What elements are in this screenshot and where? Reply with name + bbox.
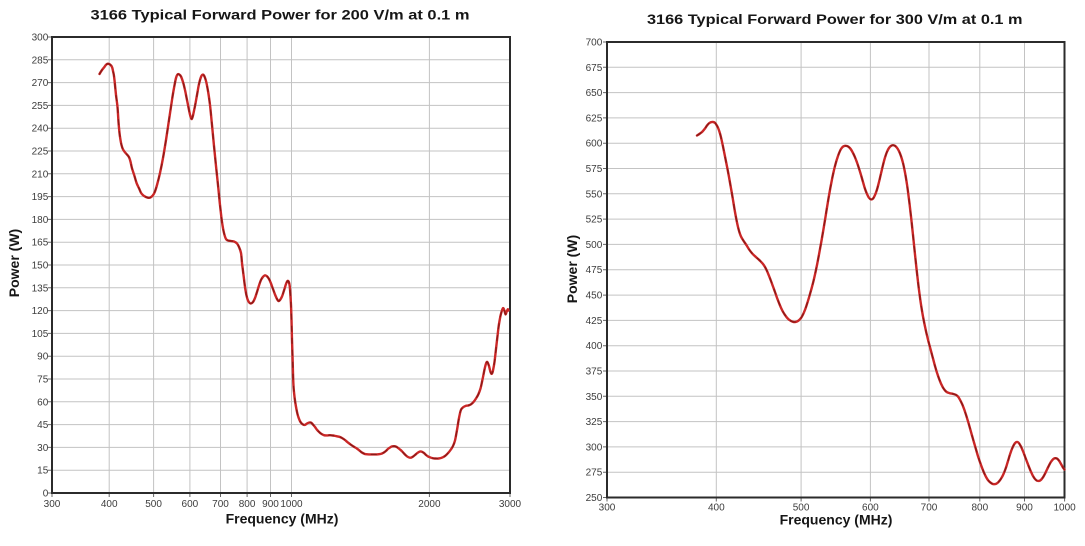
svg-text:1000: 1000 <box>1053 503 1076 514</box>
svg-text:425: 425 <box>586 316 603 327</box>
svg-text:3166 Typical Forward Power for: 3166 Typical Forward Power for 200 V/m a… <box>91 8 470 23</box>
svg-text:525: 525 <box>586 215 603 226</box>
svg-text:450: 450 <box>586 291 603 302</box>
svg-text:255: 255 <box>32 101 49 112</box>
svg-text:120: 120 <box>32 306 49 317</box>
svg-text:Power (W): Power (W) <box>6 229 22 297</box>
svg-text:3000: 3000 <box>499 499 522 510</box>
svg-text:650: 650 <box>586 88 603 99</box>
svg-text:195: 195 <box>32 192 49 203</box>
svg-text:600: 600 <box>586 139 603 150</box>
svg-text:15: 15 <box>37 466 49 477</box>
svg-text:2000: 2000 <box>418 499 441 510</box>
svg-text:475: 475 <box>586 265 603 276</box>
svg-text:625: 625 <box>586 113 603 124</box>
svg-text:45: 45 <box>37 420 49 431</box>
svg-text:800: 800 <box>239 499 256 510</box>
svg-text:700: 700 <box>921 503 938 514</box>
svg-text:350: 350 <box>586 392 603 403</box>
svg-text:900: 900 <box>262 499 279 510</box>
svg-text:575: 575 <box>586 164 603 175</box>
svg-text:675: 675 <box>586 63 603 74</box>
svg-text:240: 240 <box>32 124 49 135</box>
svg-text:300: 300 <box>32 33 49 44</box>
svg-text:210: 210 <box>32 169 49 180</box>
svg-text:300: 300 <box>599 503 616 514</box>
svg-text:275: 275 <box>586 468 603 479</box>
svg-text:400: 400 <box>586 341 603 352</box>
svg-text:90: 90 <box>37 352 49 363</box>
svg-text:250: 250 <box>586 493 603 504</box>
svg-text:225: 225 <box>32 147 49 158</box>
svg-text:0: 0 <box>43 489 49 500</box>
svg-text:300: 300 <box>586 442 603 453</box>
svg-text:700: 700 <box>586 38 603 49</box>
svg-text:600: 600 <box>182 499 199 510</box>
svg-text:Frequency (MHz): Frequency (MHz) <box>226 511 339 527</box>
svg-text:75: 75 <box>37 375 49 386</box>
svg-text:600: 600 <box>862 503 879 514</box>
svg-text:500: 500 <box>793 503 810 514</box>
svg-text:3166 Typical Forward Power for: 3166 Typical Forward Power for 300 V/m a… <box>647 12 1023 27</box>
svg-text:800: 800 <box>971 503 988 514</box>
svg-text:500: 500 <box>586 240 603 251</box>
svg-text:270: 270 <box>32 78 49 89</box>
svg-text:500: 500 <box>145 499 162 510</box>
svg-text:1000: 1000 <box>280 499 303 510</box>
svg-text:105: 105 <box>32 329 49 340</box>
svg-text:135: 135 <box>32 283 49 294</box>
svg-text:30: 30 <box>37 443 49 454</box>
svg-text:550: 550 <box>586 189 603 200</box>
svg-text:375: 375 <box>586 367 603 378</box>
svg-text:400: 400 <box>101 499 118 510</box>
svg-text:60: 60 <box>37 397 49 408</box>
svg-text:165: 165 <box>32 238 49 249</box>
svg-text:150: 150 <box>32 261 49 272</box>
svg-text:325: 325 <box>586 417 603 428</box>
svg-text:Frequency (MHz): Frequency (MHz) <box>780 512 893 528</box>
svg-text:900: 900 <box>1016 503 1033 514</box>
svg-text:300: 300 <box>44 499 61 510</box>
svg-text:400: 400 <box>708 503 725 514</box>
svg-text:180: 180 <box>32 215 49 226</box>
svg-text:Power (W): Power (W) <box>564 235 580 303</box>
svg-text:700: 700 <box>212 499 229 510</box>
svg-text:285: 285 <box>32 55 49 66</box>
